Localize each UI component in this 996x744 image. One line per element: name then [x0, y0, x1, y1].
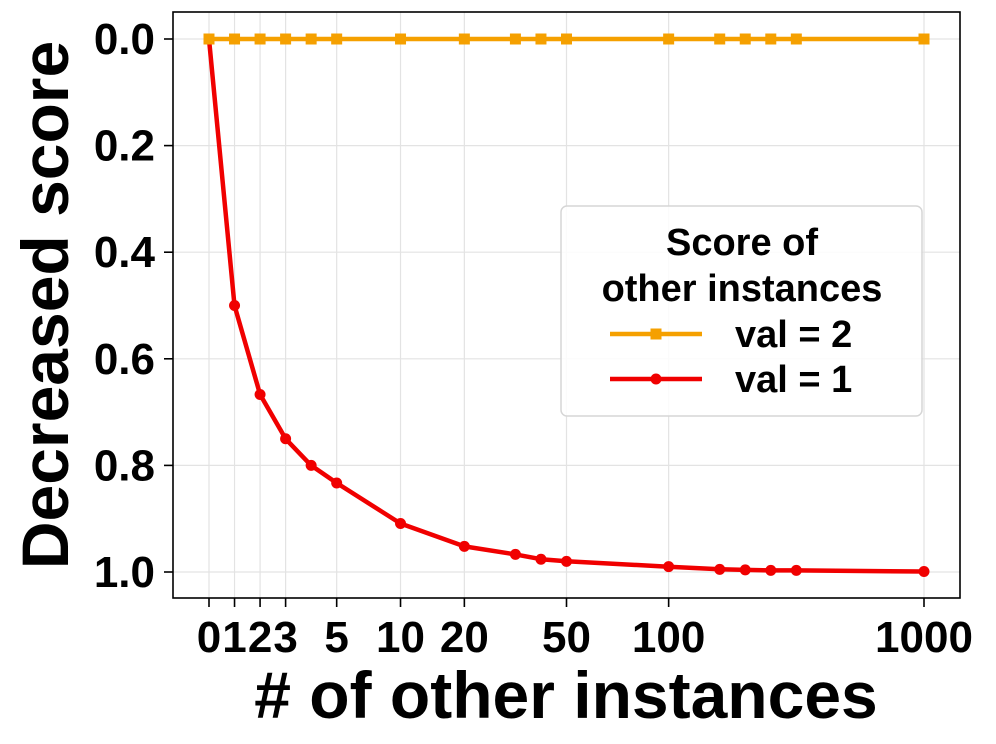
data-point-square — [790, 33, 802, 45]
y-tick-label: 0.2 — [94, 122, 155, 171]
x-tick-label: 0 — [197, 613, 221, 662]
x-tick-label: 50 — [542, 613, 591, 662]
legend-label: val = 2 — [735, 314, 852, 356]
data-point-circle — [229, 300, 241, 311]
data-point-circle — [458, 540, 470, 552]
x-axis-ticks: 0 1 2 3 5 10 20 50 100 1000 — [197, 598, 973, 662]
data-point-square — [305, 33, 317, 45]
x-tick-label: 100 — [632, 613, 705, 662]
data-point-square — [229, 33, 241, 45]
series-layer — [203, 33, 930, 577]
x-tick-label: 10 — [376, 613, 425, 662]
data-point-circle — [561, 555, 572, 567]
data-point-square — [663, 33, 675, 45]
data-point-square — [458, 33, 470, 45]
data-point-circle — [509, 548, 521, 560]
series-val-2 — [203, 33, 930, 45]
x-axis-title: # of other instances — [254, 658, 878, 732]
y-tick-label: 0.8 — [94, 441, 155, 490]
data-point-square — [739, 33, 751, 45]
x-tick-label: 1 — [222, 613, 246, 662]
data-point-square — [561, 33, 572, 45]
data-point-circle — [254, 389, 266, 401]
data-point-square — [509, 33, 521, 45]
data-point-circle — [535, 553, 547, 565]
y-axis-ticks: 0.0 0.2 0.4 0.6 0.8 1.0 — [94, 15, 173, 597]
y-tick-label: 0.4 — [94, 228, 156, 277]
data-point-circle — [714, 563, 726, 575]
data-point-square — [714, 33, 726, 45]
data-point-square — [280, 33, 292, 45]
y-tick-label: 1.0 — [94, 548, 155, 597]
x-tick-label: 2 — [248, 613, 272, 662]
legend-title-line-2: other instances — [602, 268, 883, 310]
x-tick-label: 3 — [273, 613, 297, 662]
data-point-circle — [331, 477, 343, 489]
x-tick-label: 1000 — [875, 613, 973, 662]
data-point-square — [765, 33, 777, 45]
data-point-circle — [739, 564, 751, 576]
data-point-square — [331, 33, 343, 45]
data-point-square — [254, 33, 266, 45]
legend-marker-circle — [650, 373, 662, 385]
legend-title-line-1: Score of — [666, 222, 818, 264]
legend-entry-val-2: val = 2 — [610, 314, 852, 356]
data-point-circle — [790, 564, 802, 576]
legend-marker-square — [650, 328, 662, 340]
legend-entry-val-1: val = 1 — [610, 359, 852, 401]
data-point-square — [535, 33, 547, 45]
legend-label: val = 1 — [735, 359, 852, 401]
data-point-circle — [305, 459, 317, 471]
data-point-square — [203, 33, 215, 45]
y-tick-label: 0.6 — [94, 335, 155, 384]
legend-box — [560, 205, 923, 417]
data-point-square — [395, 33, 407, 45]
data-point-circle — [663, 561, 675, 573]
y-axis-title: Decreased score — [8, 41, 82, 569]
x-tick-label: 5 — [324, 613, 348, 662]
data-point-square — [918, 33, 930, 45]
data-point-circle — [918, 565, 930, 577]
x-tick-label: 20 — [440, 613, 489, 662]
data-point-circle — [395, 517, 407, 529]
data-point-circle — [765, 564, 777, 576]
data-point-circle — [280, 433, 292, 445]
y-tick-label: 0.0 — [94, 15, 155, 64]
